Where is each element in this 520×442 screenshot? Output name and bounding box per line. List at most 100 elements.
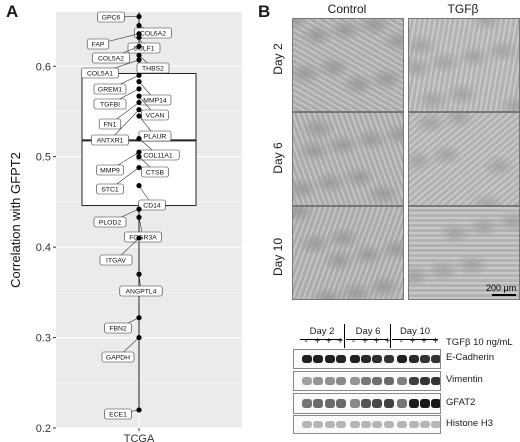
blot-band — [349, 421, 360, 428]
point-label-box — [127, 42, 161, 54]
data-point — [136, 183, 142, 189]
point-label: MMP9 — [100, 168, 120, 175]
tgf-sign: + — [337, 336, 344, 347]
point-label: GPC6 — [102, 15, 121, 22]
blot-day-bracket — [346, 339, 388, 340]
data-point — [136, 57, 142, 63]
tgf-sign: + — [432, 336, 439, 347]
data-point — [136, 107, 142, 113]
point-label: FCGR3A — [129, 235, 157, 242]
point-label-box — [81, 67, 119, 79]
blot-membrane-vimentin — [293, 371, 441, 391]
blot-separator — [344, 324, 345, 348]
data-point — [136, 86, 142, 92]
blot-membrane-histone-h3 — [293, 415, 441, 434]
point-label: COL6A2 — [140, 31, 166, 38]
point-label-box — [86, 38, 110, 50]
blot-band — [372, 377, 383, 385]
point-label: COL11A1 — [143, 153, 173, 160]
correlation-chart: 0.2 0.3 0.4 0.5 0.6 TCGA Correlation with GFPT… — [8, 11, 242, 442]
blot-band — [313, 355, 324, 363]
point-label: TGFBI — [100, 102, 120, 109]
tgf-sign: - — [351, 336, 356, 347]
point-label-box — [97, 11, 125, 23]
point-label-box — [136, 62, 170, 74]
point-label-box — [98, 118, 122, 130]
point-label: CD14 — [143, 203, 161, 210]
point-label-box — [96, 183, 124, 195]
blot-band — [408, 421, 419, 428]
blot-day-bracket — [300, 339, 342, 340]
point-label-box — [101, 351, 135, 363]
tgf-sign: + — [409, 336, 416, 347]
y-tick-label: 0.4 — [36, 242, 51, 254]
blot-band — [383, 355, 394, 363]
tgf-sign: - — [304, 336, 308, 347]
data-point — [136, 34, 142, 40]
data-point — [136, 214, 142, 220]
tgf-sign: + — [325, 336, 332, 347]
blot-band — [420, 377, 430, 385]
blot-band — [431, 377, 440, 385]
blot-row-label: GFAT2 — [446, 396, 476, 408]
micrograph-control-day2 — [292, 18, 404, 112]
blot-band — [383, 421, 394, 428]
scale-bar — [492, 294, 516, 296]
blot-day-label-6: Day 6 — [355, 326, 381, 337]
point-label-box — [92, 52, 130, 64]
blot-band — [408, 355, 419, 363]
point-label: ANGPTL4 — [126, 289, 157, 296]
data-point — [136, 136, 142, 142]
blot-band — [336, 399, 347, 408]
row-label-day6: Day 6 — [271, 142, 285, 174]
panel-a-letter: A — [6, 2, 19, 21]
point-label: GREM1 — [98, 87, 122, 94]
blot-band — [349, 355, 360, 363]
micrograph-tgfb-day6 — [408, 112, 520, 206]
data-point — [136, 149, 142, 155]
data-point — [136, 113, 142, 119]
point-label-box — [124, 231, 162, 243]
blot-band — [420, 355, 430, 363]
data-point — [136, 31, 142, 37]
point-label-box — [138, 199, 166, 211]
point-label: THBS2 — [142, 66, 164, 73]
point-label: FBN2 — [109, 326, 127, 333]
data-point — [136, 43, 142, 49]
blot-row-label: Vimentin — [446, 374, 483, 385]
blot-day-label-10: Day 10 — [399, 326, 431, 337]
x-tick-label: TCGA — [124, 433, 155, 442]
blot-membrane-e-cadherin — [293, 349, 441, 369]
blot-band — [336, 421, 347, 428]
point-label: SULF1 — [133, 46, 154, 53]
blot-band — [313, 421, 324, 428]
point-label: PLAUR — [144, 134, 167, 141]
point-label: ECE1 — [109, 412, 127, 419]
blot-band — [349, 377, 360, 385]
blot-band — [372, 421, 383, 428]
blot-band — [302, 421, 312, 428]
blot-band — [397, 355, 408, 363]
point-label: COL5A2 — [98, 56, 124, 63]
row-label-day10: Day 10 — [271, 237, 285, 277]
point-label-box — [141, 166, 169, 178]
data-point — [136, 164, 142, 171]
point-label-box — [93, 83, 127, 95]
point-label-box — [104, 408, 132, 420]
blot-band — [408, 377, 419, 385]
point-label: FN1 — [104, 122, 117, 129]
blot-separator — [390, 324, 391, 348]
blot-band — [324, 377, 335, 385]
tgf-sign: + — [362, 336, 368, 347]
point-label-box — [96, 164, 124, 176]
point-label: MMP14 — [143, 98, 167, 105]
point-label: ANTXR1 — [97, 138, 124, 145]
data-point — [136, 271, 142, 277]
data-point — [136, 22, 142, 29]
blot-band — [372, 399, 383, 408]
blot-membrane-gfat2 — [293, 393, 441, 414]
blot-band — [313, 399, 324, 408]
point-label-box — [99, 254, 133, 266]
point-label: STC1 — [101, 187, 119, 194]
point-label: FAP — [92, 42, 105, 49]
